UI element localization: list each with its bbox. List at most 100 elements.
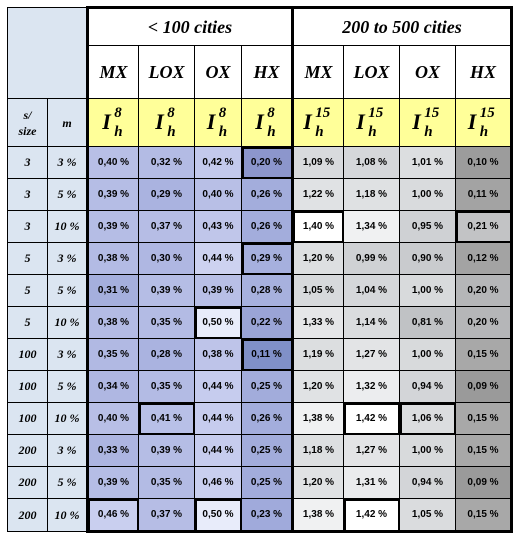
s-size-cell: 3	[7, 146, 48, 179]
s-size-cell: 5	[7, 274, 48, 307]
method-header: OX	[399, 45, 456, 99]
value-cell: 1,27 %	[343, 338, 400, 371]
value-cell: 0,11 %	[455, 178, 513, 211]
m-cell: 5 %	[47, 370, 88, 403]
value-cell: 1,42 %	[343, 498, 400, 533]
s-size-cell: 200	[7, 498, 48, 532]
value-cell: 0,38 %	[194, 338, 242, 371]
m-cell: 3 %	[47, 434, 88, 467]
value-cell: 0,39 %	[194, 274, 242, 307]
value-cell: 0,44 %	[194, 434, 242, 467]
value-cell: 0,15 %	[455, 434, 513, 467]
value-cell: 0,50 %	[194, 306, 242, 339]
method-header: HX	[241, 45, 294, 99]
m-cell: 3 %	[47, 338, 88, 371]
index-cell: I 15 h	[291, 98, 344, 147]
index-cell: I 15 h	[343, 98, 400, 147]
value-cell: 0,39 %	[86, 466, 139, 499]
s-size-cell: 100	[7, 338, 48, 371]
method-header: MX	[86, 45, 139, 99]
value-cell: 1,42 %	[343, 402, 400, 435]
s-size-cell: 3	[7, 178, 48, 211]
m-cell: 5 %	[47, 466, 88, 499]
value-cell: 0,11 %	[241, 338, 294, 371]
value-cell: 0,33 %	[86, 434, 139, 467]
value-cell: 0,25 %	[241, 466, 294, 499]
value-cell: 0,15 %	[455, 402, 513, 435]
method-header: OX	[194, 45, 242, 99]
value-cell: 0,21 %	[455, 210, 513, 243]
value-cell: 1,05 %	[399, 498, 456, 533]
value-cell: 1,08 %	[343, 146, 400, 179]
value-cell: 0,23 %	[241, 498, 294, 533]
s-size-cell: 5	[7, 306, 48, 339]
value-cell: 0,29 %	[138, 178, 195, 211]
value-cell: 0,09 %	[455, 466, 513, 499]
value-cell: 0,44 %	[194, 370, 242, 403]
value-cell: 0,26 %	[241, 402, 294, 435]
method-header: LOX	[343, 45, 400, 99]
value-cell: 0,39 %	[138, 274, 195, 307]
s-size-cell: 100	[7, 370, 48, 403]
value-cell: 0,26 %	[241, 178, 294, 211]
value-cell: 0,44 %	[194, 402, 242, 435]
m-cell: 5 %	[47, 178, 88, 211]
value-cell: 1,22 %	[291, 178, 344, 211]
s-size-cell: 5	[7, 242, 48, 275]
value-cell: 0,29 %	[241, 242, 294, 275]
value-cell: 1,20 %	[291, 242, 344, 275]
value-cell: 1,00 %	[399, 338, 456, 371]
value-cell: 0,46 %	[86, 498, 139, 533]
value-cell: 1,00 %	[399, 434, 456, 467]
m-cell: 10 %	[47, 306, 88, 339]
value-cell: 0,25 %	[241, 434, 294, 467]
value-cell: 0,46 %	[194, 466, 242, 499]
value-cell: 0,12 %	[455, 242, 513, 275]
value-cell: 1,04 %	[343, 274, 400, 307]
m-cell: 5 %	[47, 274, 88, 307]
value-cell: 0,35 %	[138, 466, 195, 499]
value-cell: 0,32 %	[138, 146, 195, 179]
s-size-cell: 3	[7, 210, 48, 243]
value-cell: 0,42 %	[194, 146, 242, 179]
value-cell: 0,22 %	[241, 306, 294, 339]
value-cell: 0,15 %	[455, 338, 513, 371]
value-cell: 0,44 %	[194, 242, 242, 275]
value-cell: 0,40 %	[86, 402, 139, 435]
value-cell: 0,41 %	[138, 402, 195, 435]
value-cell: 0,94 %	[399, 370, 456, 403]
value-cell: 0,25 %	[241, 370, 294, 403]
value-cell: 0,28 %	[138, 338, 195, 371]
value-cell: 0,50 %	[194, 498, 242, 533]
value-cell: 0,20 %	[455, 274, 513, 307]
value-cell: 1,09 %	[291, 146, 344, 179]
value-cell: 1,27 %	[343, 434, 400, 467]
value-cell: 0,43 %	[194, 210, 242, 243]
value-cell: 0,99 %	[343, 242, 400, 275]
value-cell: 0,09 %	[455, 370, 513, 403]
value-cell: 0,20 %	[241, 146, 294, 179]
value-cell: 1,34 %	[343, 210, 400, 243]
value-cell: 1,32 %	[343, 370, 400, 403]
value-cell: 1,20 %	[291, 466, 344, 499]
value-cell: 1,38 %	[291, 402, 344, 435]
group-header-small: < 100 cities	[86, 6, 294, 46]
value-cell: 1,38 %	[291, 498, 344, 533]
value-cell: 1,33 %	[291, 306, 344, 339]
value-cell: 0,15 %	[455, 498, 513, 533]
value-cell: 0,94 %	[399, 466, 456, 499]
value-cell: 0,95 %	[399, 210, 456, 243]
table-row: 5 10 % 0,38 % 0,35 % 0,50 % 0,22 % 1,33 % 1,14 …	[7, 306, 513, 339]
m-cell: 10 %	[47, 498, 88, 532]
index-cell: I 15 h	[399, 98, 456, 147]
value-cell: 1,00 %	[399, 178, 456, 211]
value-cell: 1,06 %	[399, 402, 456, 435]
value-cell: 0,35 %	[138, 306, 195, 339]
